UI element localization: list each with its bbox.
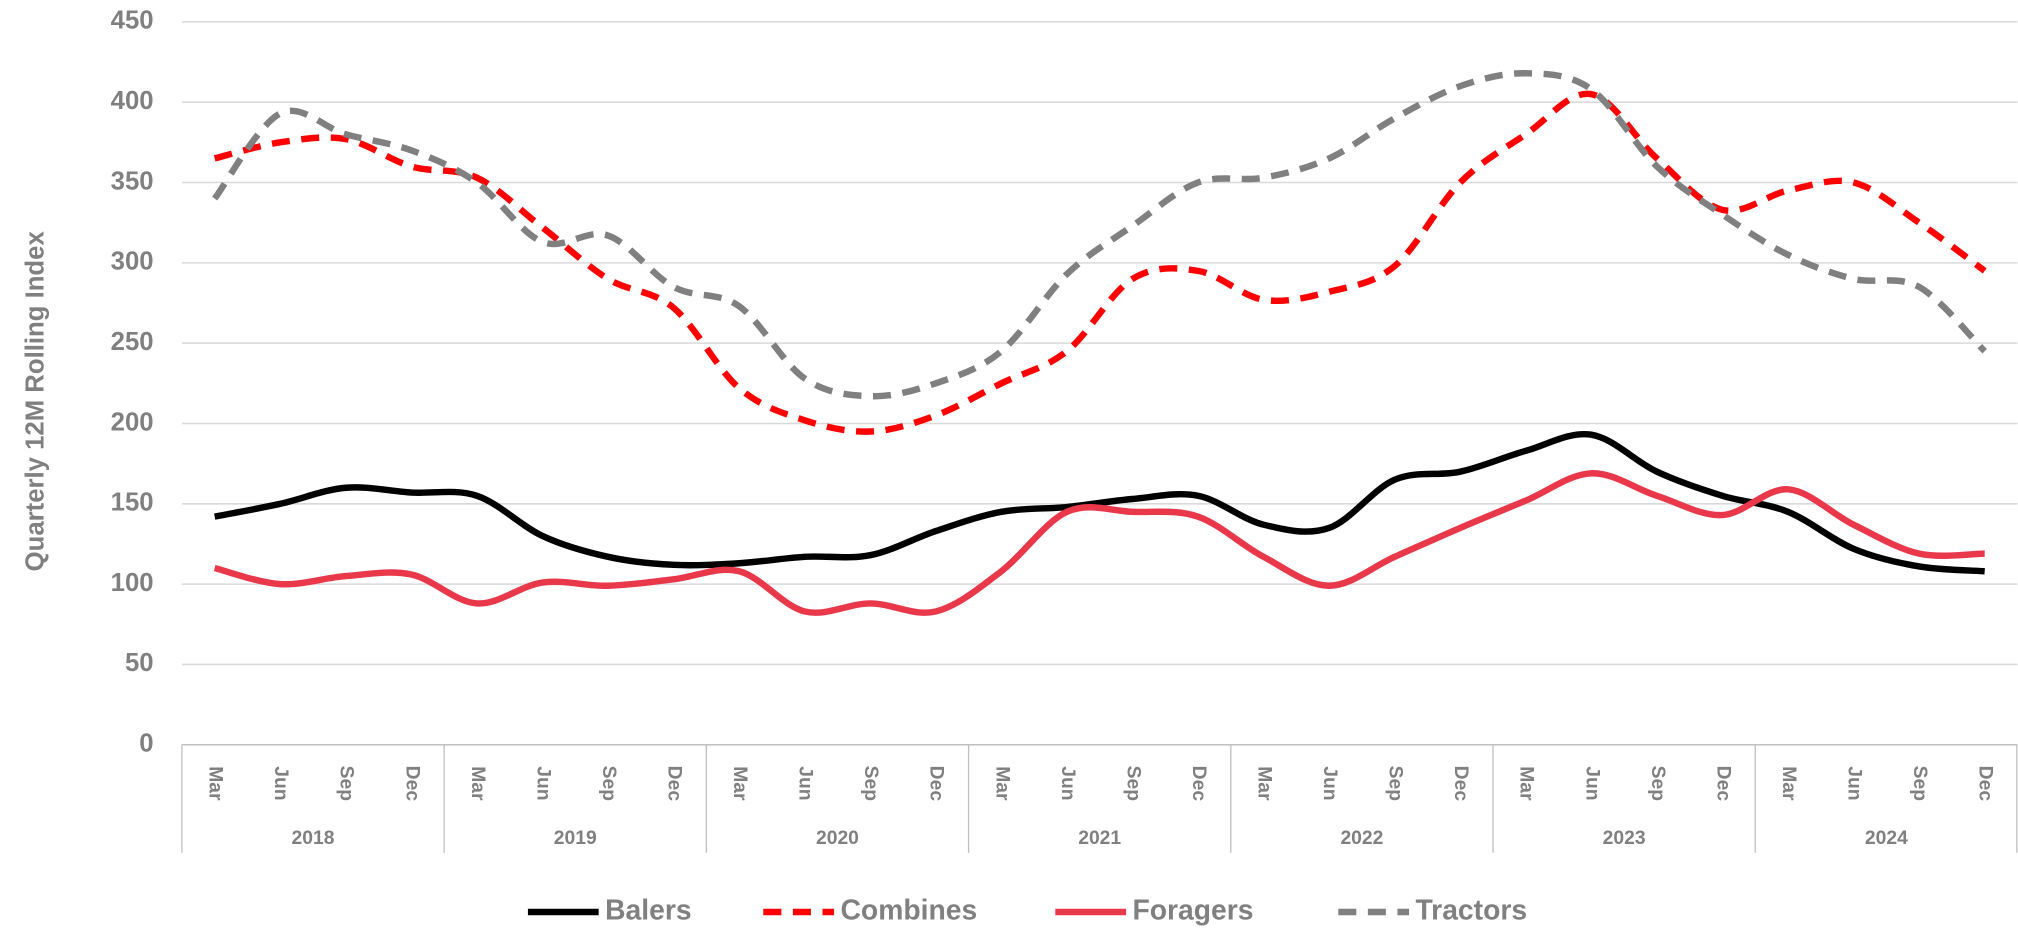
y-tick-label: 0 (139, 730, 153, 758)
x-tick-label: Dec (926, 766, 947, 802)
x-tick-label: Jun (795, 766, 816, 800)
legend-label: Tractors (1415, 893, 1527, 925)
year-label: 2023 (1603, 828, 1646, 849)
x-tick-label: Sep (1647, 766, 1668, 801)
series-line (214, 430, 1985, 575)
year-label: 2019 (554, 828, 597, 849)
year-label: 2022 (1340, 828, 1383, 849)
legend-label: Balers (605, 893, 691, 925)
x-tick-label: Mar (1516, 766, 1537, 801)
x-tick-label: Sep (860, 766, 881, 801)
x-tick-label: Mar (1778, 766, 1799, 801)
y-tick-label: 150 (111, 489, 154, 517)
x-tick-label: Sep (1122, 766, 1143, 801)
x-tick-label: Mar (991, 766, 1012, 801)
x-tick-label: Mar (1253, 766, 1274, 801)
x-tick-label: Mar (467, 766, 488, 801)
x-tick-label: Sep (1909, 766, 1930, 801)
y-tick-label: 450 (111, 7, 154, 35)
year-label: 2020 (816, 828, 859, 849)
series-line (213, 470, 1985, 616)
year-label: 2018 (292, 828, 335, 849)
legend-label: Combines (840, 893, 977, 925)
year-label: 2021 (1078, 828, 1121, 849)
x-tick-label: Dec (1188, 766, 1209, 802)
x-tick-label: Mar (729, 766, 750, 801)
x-tick-label: Dec (1450, 766, 1471, 802)
x-tick-label: Dec (663, 766, 684, 802)
x-tick-label: Jun (1581, 766, 1602, 800)
y-tick-label: 300 (111, 248, 154, 276)
x-tick-label: Sep (336, 766, 357, 801)
x-tick-label: Jun (1057, 766, 1078, 800)
series-line (213, 90, 1987, 435)
y-tick-label: 350 (111, 167, 154, 195)
y-tick-label: 100 (111, 569, 154, 597)
y-tick-label: 200 (111, 408, 154, 436)
x-tick-label: Dec (1975, 766, 1996, 802)
x-tick-label: Jun (1319, 766, 1340, 800)
y-tick-label: 50 (125, 649, 154, 677)
x-tick-label: Sep (598, 766, 619, 801)
series-line (212, 70, 1987, 400)
x-tick-label: Sep (1385, 766, 1406, 801)
y-tick-label: 250 (111, 328, 154, 356)
x-tick-label: Dec (1712, 766, 1733, 802)
y-tick-label: 400 (111, 87, 154, 115)
x-tick-label: Jun (270, 766, 291, 800)
x-tick-label: Mar (205, 766, 226, 801)
x-tick-label: Jun (532, 766, 553, 800)
x-tick-label: Jun (1843, 766, 1864, 800)
legend-label: Foragers (1132, 893, 1253, 925)
y-axis-title: Quarterly 12M Rolling Index (21, 231, 49, 572)
year-label: 2024 (1865, 828, 1908, 849)
x-tick-label: Dec (401, 766, 422, 802)
